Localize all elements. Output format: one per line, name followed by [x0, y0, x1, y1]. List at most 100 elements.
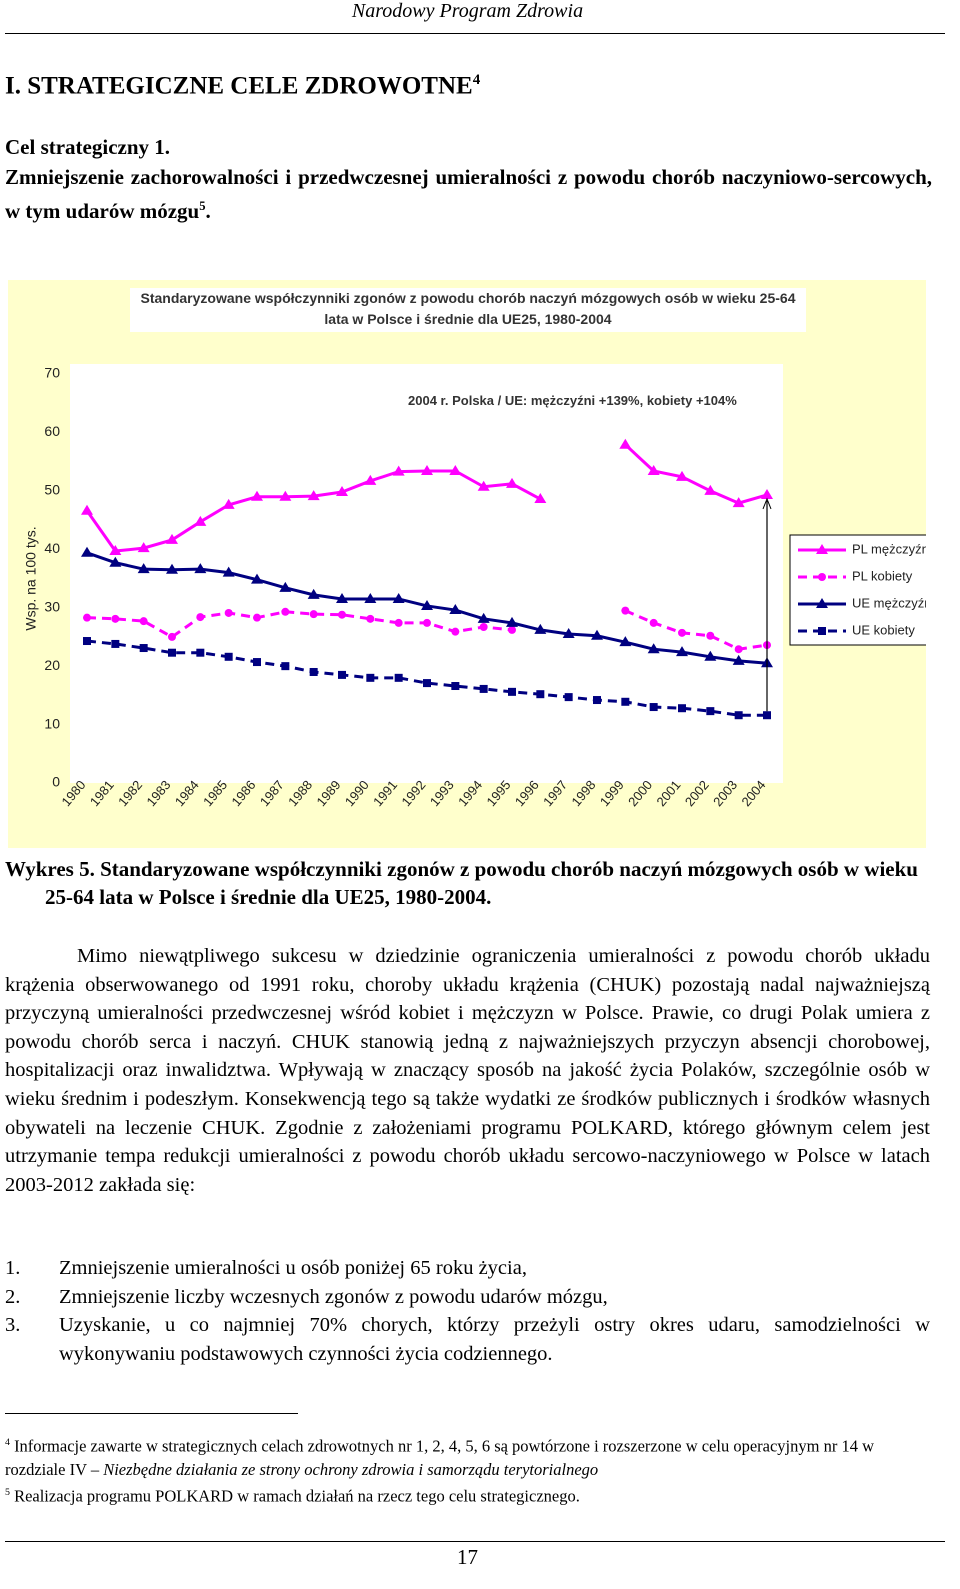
footnote-ref: 4 — [472, 72, 481, 88]
data-point — [166, 533, 178, 544]
data-point — [647, 464, 660, 475]
data-point — [394, 673, 403, 682]
footnote-number: 4 — [5, 1437, 10, 1448]
footer-rule — [5, 1541, 945, 1542]
data-point — [137, 563, 150, 574]
data-point — [536, 690, 545, 699]
chart: Wsp. na 100 tys.010203040506070198019811… — [23, 364, 926, 809]
y-tick-label: 60 — [44, 423, 60, 439]
data-point — [139, 617, 148, 626]
footnote-text: Realizacja programu POLKARD w ramach dzi… — [14, 1486, 580, 1505]
data-point — [619, 438, 632, 449]
y-tick-label: 50 — [44, 482, 60, 498]
data-point — [763, 711, 771, 720]
data-point — [477, 480, 490, 491]
data-point — [449, 464, 462, 475]
data-point — [734, 711, 743, 720]
footnote-ref: 5 — [199, 199, 206, 213]
list-item: 1. Zmniejszenie umieralności u osób poniż… — [5, 1254, 930, 1283]
legend-marker — [816, 544, 828, 554]
data-point — [196, 613, 205, 622]
data-point — [479, 622, 488, 631]
data-point — [451, 682, 460, 691]
data-point — [83, 613, 91, 622]
data-point — [562, 628, 575, 639]
data-point — [109, 545, 122, 556]
data-point — [676, 646, 688, 657]
data-point — [593, 696, 601, 705]
data-point — [309, 667, 318, 676]
footnote-text: Informacje zawarte w strategicznych cela… — [5, 1436, 875, 1479]
data-point — [307, 490, 320, 501]
data-point — [704, 484, 717, 495]
data-point — [392, 592, 405, 603]
data-point — [281, 662, 290, 671]
data-point — [166, 563, 178, 574]
data-point — [139, 644, 148, 653]
data-point — [423, 618, 431, 627]
data-point — [253, 658, 261, 667]
data-point — [734, 645, 743, 654]
data-point — [168, 632, 176, 641]
data-point — [647, 643, 660, 654]
list-number: 3. — [5, 1314, 21, 1337]
data-point — [194, 563, 207, 574]
page-number: 17 — [457, 1545, 478, 1569]
data-point — [251, 573, 263, 584]
goal-text: Zmniejszenie zachorowalności i przedwcze… — [5, 163, 932, 226]
data-point — [109, 556, 122, 567]
data-point — [477, 612, 490, 623]
y-axis-label: Wsp. na 100 tys. — [23, 526, 39, 630]
data-point — [534, 623, 547, 634]
figure-caption: Wykres 5. Standaryzowane współczynniki z… — [5, 857, 918, 909]
section-heading: I. STRATEGICZNE CELE ZDROWOTNE4 — [5, 72, 480, 100]
data-point — [732, 497, 745, 508]
data-point — [508, 625, 516, 634]
header-rule — [5, 33, 945, 34]
list-number: 2. — [5, 1285, 21, 1308]
footnote-number: 5 — [5, 1486, 10, 1498]
data-point — [309, 610, 318, 619]
y-tick-label: 40 — [44, 540, 60, 556]
data-point — [678, 704, 686, 713]
legend-marker — [816, 598, 828, 608]
data-point — [451, 627, 460, 636]
data-point — [338, 610, 346, 619]
data-point — [366, 673, 375, 682]
data-point — [506, 616, 518, 627]
data-point — [761, 488, 773, 499]
footnotes: 4 Informacje zawarte w strategicznych ce… — [5, 1431, 930, 1507]
data-point — [222, 566, 235, 577]
data-point — [619, 636, 632, 647]
legend-box — [789, 534, 926, 646]
data-point — [706, 707, 715, 716]
list-item: 2. Zmniejszenie liczby wczesnych zgonów z… — [5, 1283, 930, 1312]
footnote-rule — [5, 1413, 298, 1414]
list-text: Uzyskanie, u co najmniej 70% chorych, kt… — [59, 1314, 930, 1365]
chart-annotation: 2004 r. Polska / UE: mężczyźni +139%, ko… — [408, 393, 737, 408]
data-point — [479, 684, 488, 693]
data-point — [678, 628, 686, 637]
goal-text-body: Zmniejszenie zachorowalności i przedwcze… — [5, 165, 932, 223]
data-point — [111, 639, 120, 648]
legend-marker — [818, 573, 826, 581]
data-point — [421, 464, 433, 475]
data-point — [83, 637, 91, 646]
list-text: Zmniejszenie liczby wczesnych zgonów z p… — [59, 1285, 608, 1308]
goal-end: . — [205, 199, 211, 223]
data-point — [621, 697, 630, 706]
data-point — [508, 687, 516, 696]
data-point — [423, 679, 431, 688]
list-item: 3. Uzyskanie, u co najmniej 70% chorych, … — [5, 1311, 930, 1368]
data-point — [279, 490, 292, 501]
data-point — [196, 648, 205, 657]
data-point — [194, 515, 207, 526]
goal-label: Cel strategiczny 1. — [5, 135, 171, 159]
data-point — [392, 465, 405, 476]
data-point — [281, 607, 290, 616]
legend-label: UE kobiety — [852, 622, 915, 637]
data-point — [732, 654, 745, 665]
data-point — [168, 648, 176, 657]
data-point — [649, 703, 658, 712]
